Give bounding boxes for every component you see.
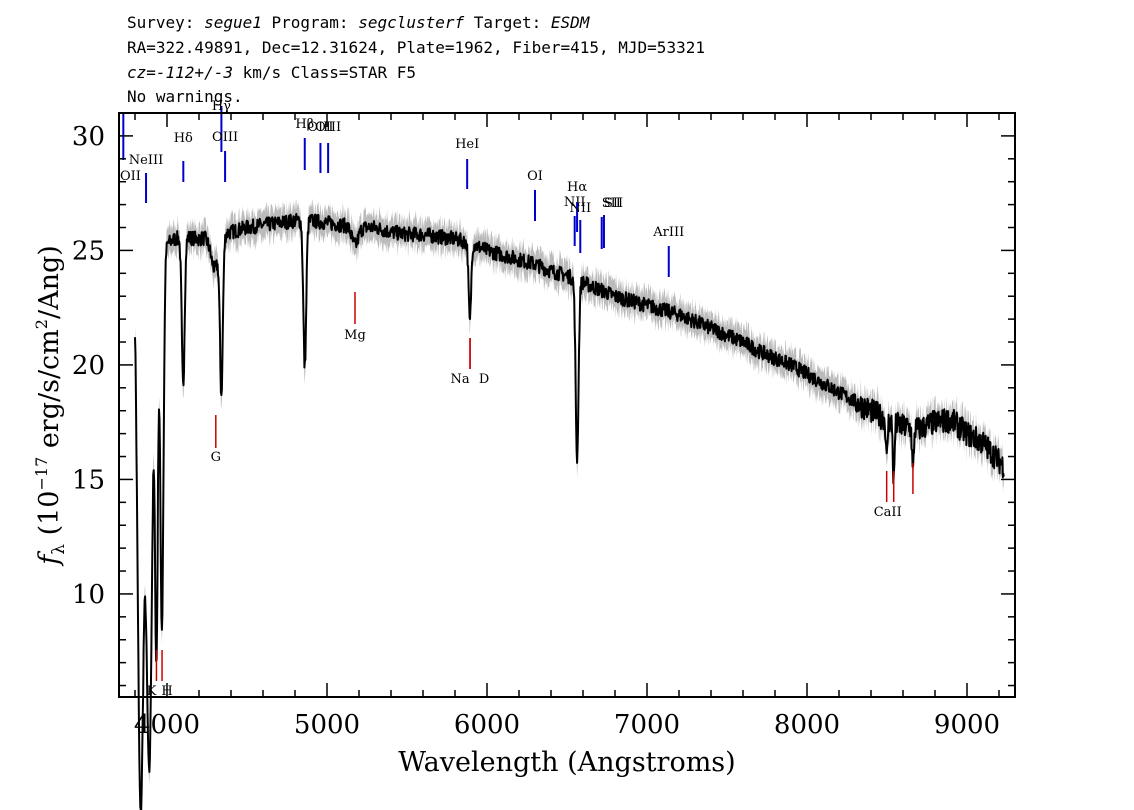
y-tick-label: 15 [72, 465, 105, 495]
emission-line-label: NII [564, 195, 586, 210]
header-line-warnings: No warnings. [127, 87, 243, 106]
emission-line-label: Hδ [174, 131, 193, 146]
y-tick-label: 20 [72, 351, 105, 381]
survey-label: Survey: [127, 13, 205, 32]
program-value: segclusterf [358, 13, 465, 32]
emission-line-label: NeIII [129, 153, 163, 168]
x-tick-label: 4000 [134, 710, 200, 740]
flux-layer [134, 213, 1005, 810]
absorption-line-label: CaII [874, 505, 902, 520]
target-value: ESDM [550, 13, 590, 32]
y-tick-label: 25 [72, 236, 105, 266]
target-label: Target: [464, 13, 551, 32]
absorption-line-label: G [211, 450, 221, 465]
header-line-coordinates: RA=322.49891, Dec=12.31624, Plate=1962, … [127, 38, 705, 57]
emission-line-label: SII [602, 196, 621, 211]
y-axis-title: fλ (10−17 erg/s/cm2/Ang) [32, 245, 69, 567]
x-tick-label: 7000 [614, 710, 680, 740]
survey-value: segue1 [204, 13, 262, 32]
emission-line-label: OIII [212, 130, 238, 145]
absorption-line-label: Na [450, 372, 469, 387]
plot-frame [118, 112, 1016, 698]
cz-value: cz=-112+/-3 [127, 63, 233, 82]
emission-line-label: OI [527, 169, 543, 184]
emission-line-label: Hβ [295, 117, 314, 132]
axis-labels-layer: 4000 5000 6000 7000 8000 9000 10 15 20 25 30 Wavele… [32, 122, 1000, 778]
emission-line-label: OII [120, 169, 141, 184]
emission-line-label: SII [604, 196, 623, 211]
absorption-line-label: D [479, 372, 489, 387]
emission-line-label: Hα [567, 180, 587, 195]
x-axis-title: Wavelength (Angstroms) [398, 747, 735, 778]
y-tick-label: 30 [72, 122, 105, 152]
x-tick-label: 9000 [934, 710, 1000, 740]
emission-line-label: Hγ [212, 99, 231, 114]
header-line-survey: Survey: segue1 Program: segclusterf Targ… [127, 13, 589, 32]
emission-line-label: HeI [455, 137, 479, 152]
flux-spectrum-line [134, 213, 1005, 810]
x-tick-label: 5000 [294, 710, 360, 740]
class-text: km/s Class=STAR F5 [232, 63, 416, 82]
emission-line-label: OIII [315, 120, 341, 135]
absorption-line-label: K [147, 684, 157, 699]
emission-line-label: NII [569, 201, 591, 216]
x-tick-label: 8000 [774, 710, 840, 740]
absorption-line-label: Mg [344, 328, 366, 343]
header-line-redshift: cz=-112+/-3 km/s Class=STAR F5 [127, 63, 416, 82]
y-tick-label: 10 [72, 580, 105, 610]
x-tick-label: 6000 [454, 710, 520, 740]
emission-line-label: ArIII [652, 225, 684, 240]
axes-layer [118, 112, 1016, 698]
program-label: Program: [261, 13, 359, 32]
